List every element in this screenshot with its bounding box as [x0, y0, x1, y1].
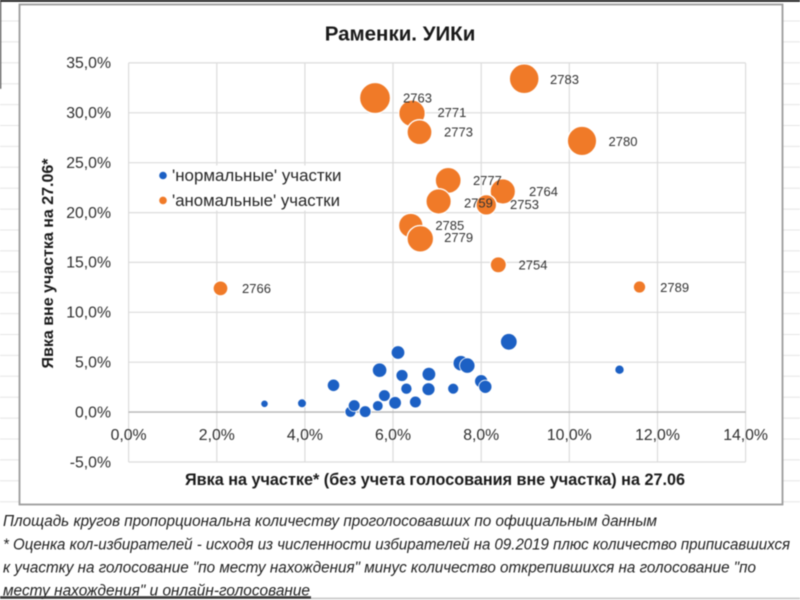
svg-text:2763: 2763 [403, 91, 432, 106]
svg-text:Явка на участке* (без учета го: Явка на участке* (без учета голосования … [185, 471, 685, 489]
svg-text:2766: 2766 [242, 281, 271, 296]
svg-text:6,0%: 6,0% [375, 427, 411, 444]
svg-text:8,0%: 8,0% [463, 427, 499, 444]
svg-text:'аномальные' участки: 'аномальные' участки [172, 191, 340, 210]
svg-text:месту нахождения" и онлайн-гол: месту нахождения" и онлайн-голосование [3, 583, 310, 600]
svg-text:14,0%: 14,0% [723, 427, 768, 444]
svg-text:10,0%: 10,0% [547, 427, 592, 444]
svg-text:к участку на голосование "по м: к участку на голосование "по месту нахож… [3, 560, 756, 577]
svg-text:35,0%: 35,0% [66, 55, 111, 72]
svg-text:4,0%: 4,0% [287, 427, 323, 444]
svg-text:2754: 2754 [519, 258, 548, 273]
svg-text:2785: 2785 [435, 218, 464, 233]
svg-text:2783: 2783 [550, 72, 579, 87]
svg-text:12,0%: 12,0% [635, 427, 680, 444]
svg-text:2771: 2771 [437, 105, 466, 120]
svg-text:25,0%: 25,0% [66, 155, 111, 172]
svg-text:2773: 2773 [444, 125, 473, 140]
svg-text:15,0%: 15,0% [66, 255, 111, 272]
svg-text:Явка вне участка на 27.06*: Явка вне участка на 27.06* [40, 158, 57, 369]
svg-text:0,0%: 0,0% [75, 404, 111, 421]
svg-text:30,0%: 30,0% [66, 105, 111, 122]
svg-text:2779: 2779 [444, 230, 473, 245]
svg-text:2,0%: 2,0% [199, 427, 235, 444]
svg-text:2789: 2789 [660, 280, 689, 295]
svg-text:2764: 2764 [529, 184, 558, 199]
svg-text:'нормальные' участки: 'нормальные' участки [172, 166, 342, 185]
svg-text:0,0%: 0,0% [111, 427, 147, 444]
svg-text:2777: 2777 [473, 173, 502, 188]
svg-text:2753: 2753 [510, 197, 539, 212]
svg-text:10,0%: 10,0% [66, 305, 111, 322]
svg-text:* Оценка кол-избирателей - исх: * Оценка кол-избирателей - исходя из чис… [3, 537, 790, 554]
svg-text:5,0%: 5,0% [75, 355, 111, 372]
svg-text:-5,0%: -5,0% [70, 454, 111, 471]
svg-text:20,0%: 20,0% [66, 205, 111, 222]
svg-text:2780: 2780 [609, 134, 638, 149]
svg-text:Раменки. УИКи: Раменки. УИКи [325, 23, 476, 46]
svg-text:Площадь кругов пропорциональна: Площадь кругов пропорциональна количеств… [3, 513, 657, 530]
svg-text:2759: 2759 [464, 195, 493, 210]
